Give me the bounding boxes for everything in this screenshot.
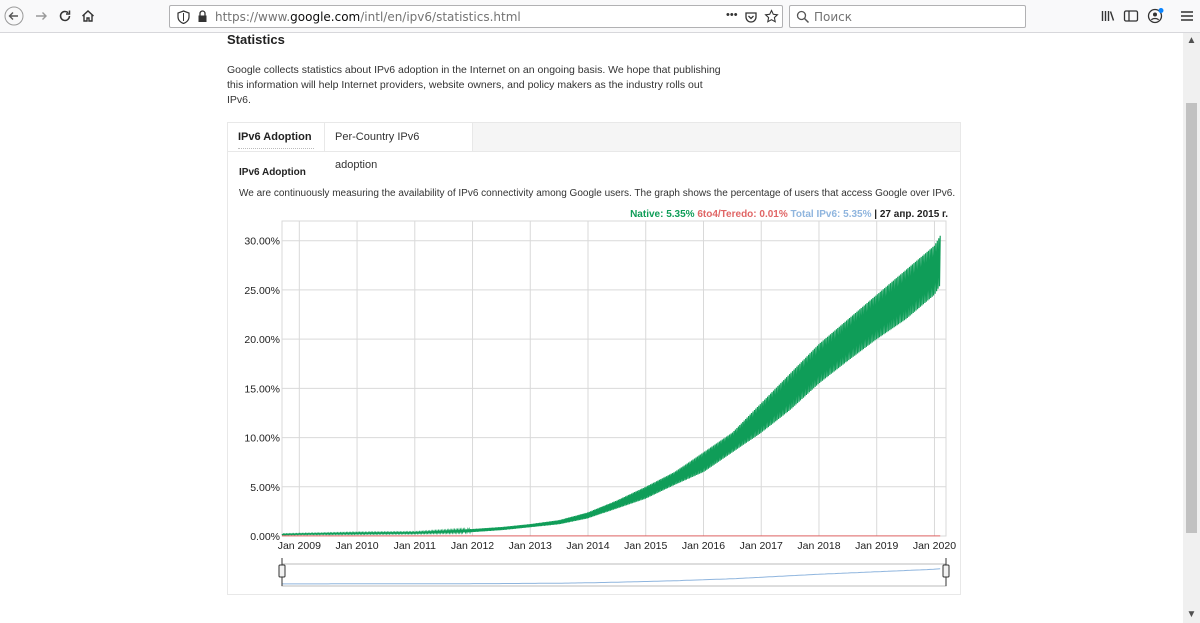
back-arrow-icon	[4, 6, 24, 26]
url-text: https://www.google.com/intl/en/ipv6/stat…	[215, 10, 521, 24]
x-tick-label: Jan 2019	[855, 540, 898, 552]
legend-native: Native: 5.35%	[630, 209, 695, 220]
intro-paragraph: Google collects statistics about IPv6 ad…	[227, 64, 721, 106]
legend-teredo: 6to4/Teredo: 0.01%	[697, 209, 788, 220]
scroll-down-arrow-icon[interactable]: ▼	[1186, 609, 1197, 620]
address-bar[interactable]: https://www.google.com/intl/en/ipv6/stat…	[169, 5, 783, 28]
chart-grid	[281, 220, 947, 537]
home-button[interactable]	[78, 6, 98, 26]
navigator-left-handle[interactable]	[278, 564, 286, 578]
forward-arrow-icon	[36, 12, 47, 20]
page-title: Statistics	[227, 32, 285, 47]
x-tick-label: Jan 2012	[451, 540, 494, 552]
y-axis-ticks: 0.00% 5.00% 10.00% 15.00% 20.00% 25.00% 30.00%	[244, 236, 280, 543]
x-tick-label: Jan 2009	[278, 540, 321, 552]
lock-icon[interactable]	[197, 10, 208, 23]
y-tick-label: 25.00%	[244, 285, 280, 297]
tab-ipv6-adoption[interactable]: IPv6 Adoption	[228, 123, 324, 151]
y-tick-label: 10.00%	[244, 433, 280, 445]
tab-per-country-ipv6-adoption[interactable]: Per-Country IPv6 adoption	[324, 123, 473, 171]
reload-icon	[59, 10, 71, 22]
account-button[interactable]	[1146, 6, 1166, 26]
chart-series	[281, 235, 941, 537]
tracking-protection-shield-icon[interactable]	[177, 10, 190, 24]
chart-legend: Native: 5.35% 6to4/Teredo: 0.01% Total I…	[630, 209, 948, 220]
tab-bar: IPv6 Adoption Per-Country IPv6 adoption	[228, 123, 960, 171]
x-tick-label: Jan 2017	[740, 540, 783, 552]
scrollbar-thumb[interactable]	[1186, 103, 1197, 533]
home-icon	[82, 10, 94, 22]
back-button[interactable]	[4, 6, 24, 26]
scroll-up-arrow-icon[interactable]: ▲	[1186, 35, 1197, 46]
section-title: IPv6 Adoption	[239, 167, 306, 178]
page-scrollbar[interactable]: ▲ ▼	[1183, 33, 1200, 623]
x-tick-label: Jan 2013	[509, 540, 552, 552]
range-navigator	[278, 558, 950, 587]
navigator-right-handle[interactable]	[942, 564, 950, 578]
x-tick-label: Jan 2020	[913, 540, 956, 552]
sidebar-button[interactable]	[1121, 6, 1141, 26]
browser-toolbar: https://www.google.com/intl/en/ipv6/stat…	[0, 0, 1200, 33]
library-button[interactable]	[1098, 6, 1118, 26]
bookmark-star-icon[interactable]	[764, 9, 779, 24]
library-icon	[1101, 11, 1115, 21]
statistics-panel: IPv6 Adoption Per-Country IPv6 adoption …	[227, 122, 961, 595]
x-tick-label: Jan 2014	[566, 540, 609, 552]
sidebar-icon	[1123, 10, 1139, 22]
legend-total: Total IPv6: 5.35%	[790, 209, 872, 220]
y-tick-label: 0.00%	[250, 531, 280, 543]
x-tick-label: Jan 2010	[335, 540, 378, 552]
ipv6-adoption-chart[interactable]: 0.00% 5.00% 10.00% 15.00% 20.00% 25.00% 30.00%…	[228, 216, 960, 596]
native-series-line	[281, 235, 941, 537]
y-tick-label: 30.00%	[244, 236, 280, 248]
reload-button[interactable]	[55, 6, 75, 26]
search-icon	[796, 10, 810, 24]
forward-button[interactable]	[31, 6, 51, 26]
pocket-icon[interactable]	[744, 10, 758, 24]
hamburger-menu-icon	[1181, 11, 1193, 21]
search-placeholder: Поиск	[814, 10, 853, 24]
x-tick-label: Jan 2016	[682, 540, 725, 552]
y-tick-label: 15.00%	[244, 383, 280, 395]
menu-button[interactable]	[1177, 6, 1197, 26]
plot-frame	[281, 220, 947, 537]
y-tick-label: 20.00%	[244, 334, 280, 346]
x-tick-label: Jan 2018	[797, 540, 840, 552]
legend-date: | 27 апр. 2015 г.	[871, 209, 948, 220]
search-bar[interactable]: Поиск	[789, 5, 1026, 28]
navigator-series-line	[282, 568, 941, 585]
x-axis-ticks: Jan 2009 Jan 2010 Jan 2011 Jan 2012 Jan 2013…	[278, 540, 956, 552]
account-avatar-icon	[1147, 8, 1164, 24]
x-tick-label: Jan 2015	[624, 540, 667, 552]
y-tick-label: 5.00%	[250, 482, 280, 494]
x-tick-label: Jan 2011	[394, 540, 437, 552]
page-actions-icon[interactable]: •••	[726, 9, 738, 21]
section-description: We are continuously measuring the availa…	[239, 188, 956, 199]
